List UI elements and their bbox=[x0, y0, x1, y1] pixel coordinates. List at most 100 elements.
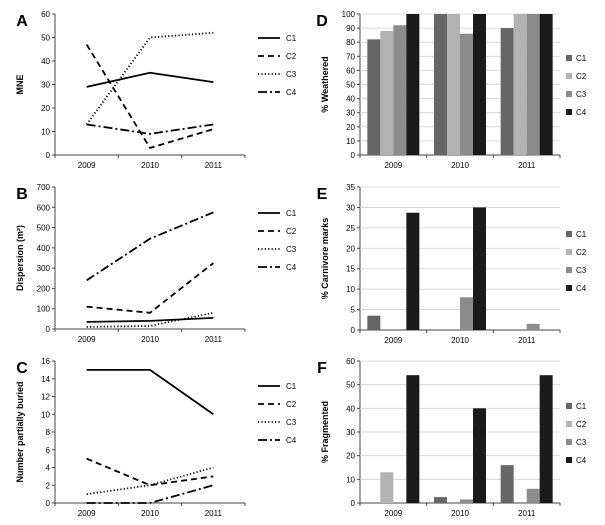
bar-c4-2010 bbox=[473, 408, 486, 503]
legend-label-c3: C3 bbox=[286, 70, 297, 79]
x-tick-label: 2010 bbox=[451, 509, 469, 518]
legend-label-c4: C4 bbox=[286, 263, 297, 272]
bar-c2-2011 bbox=[513, 14, 527, 155]
panel-letter: F bbox=[317, 360, 327, 377]
legend-label-c3: C3 bbox=[576, 90, 587, 99]
bar-c4-2009 bbox=[406, 375, 420, 503]
y-tick-label: 2 bbox=[46, 481, 51, 490]
y-axis-label: Number partially buried bbox=[15, 381, 25, 482]
legend-swatch-c1 bbox=[566, 403, 572, 409]
bar-c1-2011 bbox=[500, 465, 514, 503]
bar-c3-2010 bbox=[460, 499, 473, 503]
legend-label-c3: C3 bbox=[576, 266, 587, 275]
y-tick-label: 30 bbox=[346, 428, 355, 437]
bar-c4-2010 bbox=[473, 14, 486, 155]
legend-label-c3: C3 bbox=[286, 418, 297, 427]
y-tick-label: 300 bbox=[37, 264, 51, 273]
y-tick-label: 20 bbox=[346, 452, 355, 461]
legend-label-c4: C4 bbox=[286, 88, 297, 97]
line-c1 bbox=[86, 71, 214, 88]
y-tick-label: 12 bbox=[41, 393, 50, 402]
y-tick-label: 600 bbox=[37, 203, 51, 212]
legend-label-c2: C2 bbox=[286, 227, 297, 236]
y-tick-label: 30 bbox=[346, 109, 355, 118]
bar-c3-2010 bbox=[460, 297, 473, 330]
y-tick-label: 5 bbox=[351, 306, 356, 315]
legend-label-c4: C4 bbox=[576, 108, 587, 117]
line-c3 bbox=[86, 311, 214, 328]
bar-c3-2011 bbox=[526, 488, 540, 503]
legend-swatch-c3 bbox=[566, 267, 572, 273]
bar-c2-2009 bbox=[380, 30, 394, 156]
bar-c1-2011 bbox=[500, 28, 514, 156]
line-c2 bbox=[85, 44, 214, 150]
x-tick-label: 2011 bbox=[205, 335, 223, 344]
y-axis-label: % Fragmented bbox=[320, 401, 330, 463]
y-tick-label: 10 bbox=[41, 128, 50, 137]
legend-label-c1: C1 bbox=[286, 382, 297, 391]
y-tick-label: 50 bbox=[41, 34, 50, 43]
y-tick-label: 60 bbox=[346, 357, 355, 366]
y-tick-label: 4 bbox=[46, 464, 51, 473]
y-tick-label: 10 bbox=[346, 137, 355, 146]
legend-label-c4: C4 bbox=[576, 284, 587, 293]
panel-e: E % Carnivore marks 0 5 10 15 20 25 30 35 2009 2010… bbox=[317, 183, 587, 345]
x-tick-label: 2010 bbox=[451, 336, 469, 345]
legend-label-c1: C1 bbox=[576, 54, 587, 63]
line-c3 bbox=[85, 31, 214, 125]
y-tick-label: 10 bbox=[346, 285, 355, 294]
bar-c2-2010 bbox=[447, 14, 460, 155]
legend-swatch-c4 bbox=[566, 109, 572, 115]
legend-label-c2: C2 bbox=[576, 420, 587, 429]
y-tick-label: 0 bbox=[351, 499, 356, 508]
legend-swatch-c2 bbox=[566, 249, 572, 255]
y-tick-label: 0 bbox=[351, 151, 356, 160]
legend-label-c4: C4 bbox=[286, 436, 297, 445]
y-axis-label: % Carnivore marks bbox=[320, 218, 330, 300]
legend-label-c2: C2 bbox=[286, 52, 297, 61]
x-tick-label: 2009 bbox=[384, 161, 402, 170]
y-tick-label: 40 bbox=[346, 95, 355, 104]
panel-letter: C bbox=[16, 360, 28, 377]
line-c4 bbox=[86, 211, 214, 282]
legend-label-c2: C2 bbox=[576, 72, 587, 81]
y-tick-label: 14 bbox=[41, 375, 50, 384]
y-tick-label: 60 bbox=[41, 10, 50, 19]
y-tick-label: 0 bbox=[46, 499, 51, 508]
x-tick-label: 2010 bbox=[141, 335, 159, 344]
y-tick-label: 10 bbox=[346, 475, 355, 484]
panel-letter: A bbox=[16, 13, 28, 30]
panel-letter: E bbox=[317, 186, 328, 203]
y-tick-label: 10 bbox=[41, 410, 50, 419]
bar-c3-2010 bbox=[460, 33, 473, 155]
line-c2 bbox=[86, 457, 214, 487]
bar-c3-2011 bbox=[526, 14, 540, 155]
y-tick-label: 90 bbox=[346, 24, 355, 33]
y-tick-label: 6 bbox=[46, 446, 51, 455]
panel-c: C Number partially buried 0 2 4 6 8 10 12 14 16 200… bbox=[15, 357, 297, 518]
x-tick-label: 2011 bbox=[205, 161, 223, 170]
y-tick-label: 30 bbox=[41, 81, 50, 90]
legend-label-c4: C4 bbox=[576, 456, 587, 465]
y-tick-label: 100 bbox=[342, 10, 356, 19]
y-tick-label: 70 bbox=[346, 52, 355, 61]
x-tick-label: 2011 bbox=[518, 336, 536, 345]
legend-label-c2: C2 bbox=[576, 248, 587, 257]
y-tick-label: 20 bbox=[41, 104, 50, 113]
panel-f: F % Fragmented 0 10 20 30 40 50 60 2009 2010 2011 C1… bbox=[317, 357, 587, 518]
legend-label-c3: C3 bbox=[286, 245, 297, 254]
y-tick-label: 0 bbox=[46, 325, 51, 334]
x-tick-label: 2009 bbox=[384, 336, 402, 345]
y-tick-label: 0 bbox=[351, 326, 356, 335]
line-c2 bbox=[86, 262, 214, 314]
y-axis-label: Dispersion (m²) bbox=[15, 225, 25, 291]
legend-label-c2: C2 bbox=[286, 400, 297, 409]
panel-letter: D bbox=[316, 13, 328, 30]
y-axis-label: % Weathered bbox=[320, 56, 330, 112]
panel-d: D % Weathered 0 10 20 30 40 50 60 70 80 90 100 2009 20… bbox=[316, 10, 587, 170]
x-tick-label: 2011 bbox=[518, 509, 536, 518]
line-c4 bbox=[86, 123, 214, 135]
legend-swatch-c1 bbox=[566, 55, 572, 61]
legend-swatch-c2 bbox=[566, 421, 572, 427]
